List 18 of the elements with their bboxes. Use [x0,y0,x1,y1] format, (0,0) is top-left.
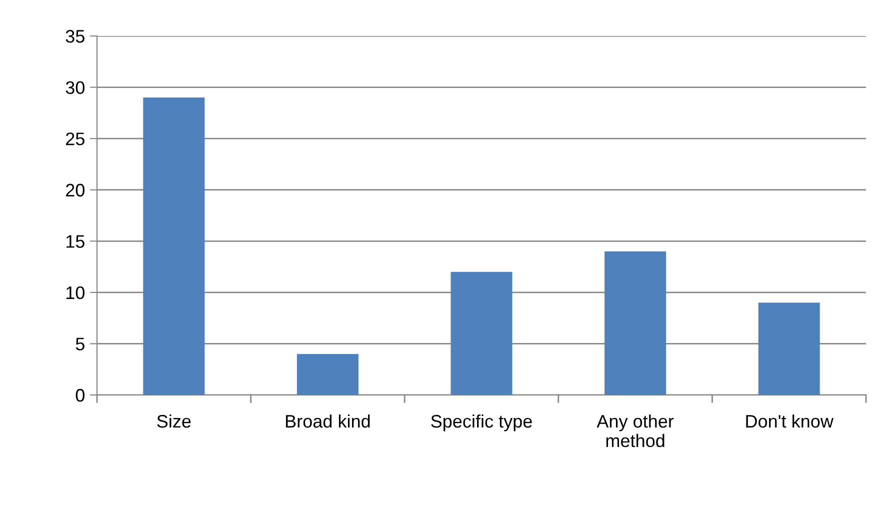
bar [450,272,512,395]
x-tick-label: Don't know [746,414,834,428]
x-tick-label: Size [157,414,191,428]
y-tick-label: 10 [66,286,84,300]
y-tick-label: 25 [66,132,84,146]
bar [758,302,820,395]
bar [296,354,358,395]
y-tick-label: 15 [66,235,84,248]
y-tick-label: 0 [76,388,84,402]
x-tick-label: Any other method [596,414,674,448]
y-tick-label: 30 [66,81,84,94]
bar [143,98,205,395]
y-tick-label: 5 [76,338,84,350]
x-tick-label: Broad kind [286,414,370,428]
x-tick-label: Specific type [431,414,532,432]
bar [604,251,666,395]
y-tick-label: 20 [66,184,84,197]
y-tick-label: 35 [66,30,84,43]
